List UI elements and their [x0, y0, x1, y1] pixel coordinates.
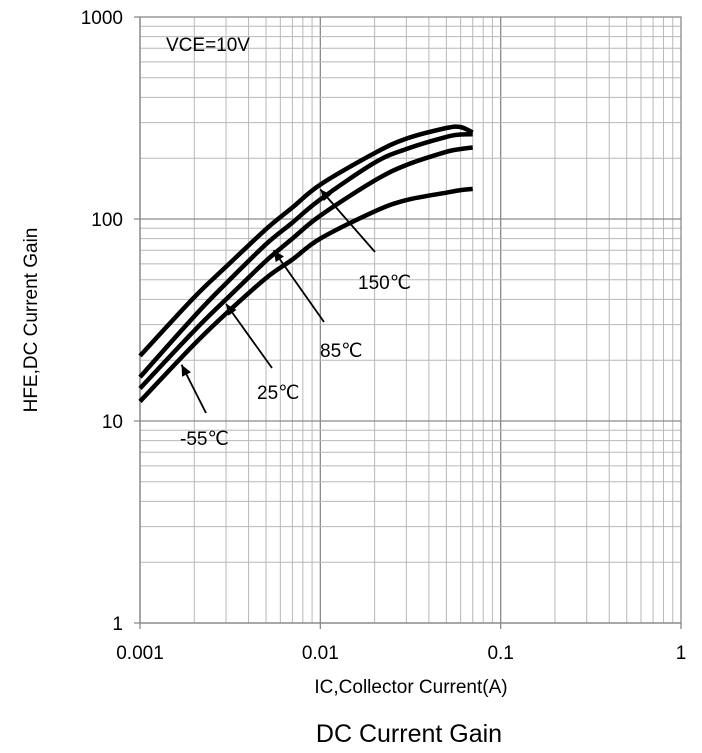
plot-frame — [134, 16, 682, 629]
annotation-arrow — [319, 188, 376, 253]
tick-label-group: 0.001 0.01 0.1 1 1 10 100 1000 — [81, 8, 687, 664]
y-tick-label: 100 — [91, 210, 123, 231]
plot-grid — [139, 17, 681, 624]
series-line-25 — [138, 145, 473, 390]
y-tick-label: 1 — [112, 614, 123, 635]
annotation-arrow — [225, 303, 273, 369]
annotation-arrowhead — [273, 250, 284, 263]
x-tick-label: 1 — [676, 643, 687, 664]
annotation-label: 25℃ — [257, 383, 299, 404]
y-tick-label: 10 — [102, 412, 123, 433]
annotation-arrow — [272, 249, 325, 323]
condition-label: VCE=10V — [166, 35, 250, 56]
series-line-150 — [138, 124, 474, 358]
x-tick-label: 0.001 — [116, 643, 164, 664]
annotation-arrowhead — [226, 303, 237, 316]
y-tick-label: 1000 — [81, 8, 123, 29]
annotation-label: 85℃ — [320, 341, 362, 362]
annotation-arrowhead — [320, 189, 332, 202]
x-tick-label: 0.1 — [487, 643, 513, 664]
x-axis-title: IC,Collector Current(A) — [314, 677, 507, 698]
series-line--55 — [138, 186, 473, 403]
annotation-label: 150℃ — [358, 273, 411, 294]
series-line-85 — [138, 131, 473, 379]
annotation-arrowhead — [181, 364, 191, 377]
y-axis-title: HFE,DC Current Gain — [21, 228, 42, 413]
chart-caption: DC Current Gain — [316, 720, 502, 748]
series-group — [138, 124, 474, 403]
annotation-label: -55℃ — [180, 429, 229, 450]
annotation-group: 150℃ 85℃ 25℃ -55℃ — [180, 188, 411, 450]
plot-border — [139, 16, 682, 624]
x-tick-label: 0.01 — [302, 643, 339, 664]
